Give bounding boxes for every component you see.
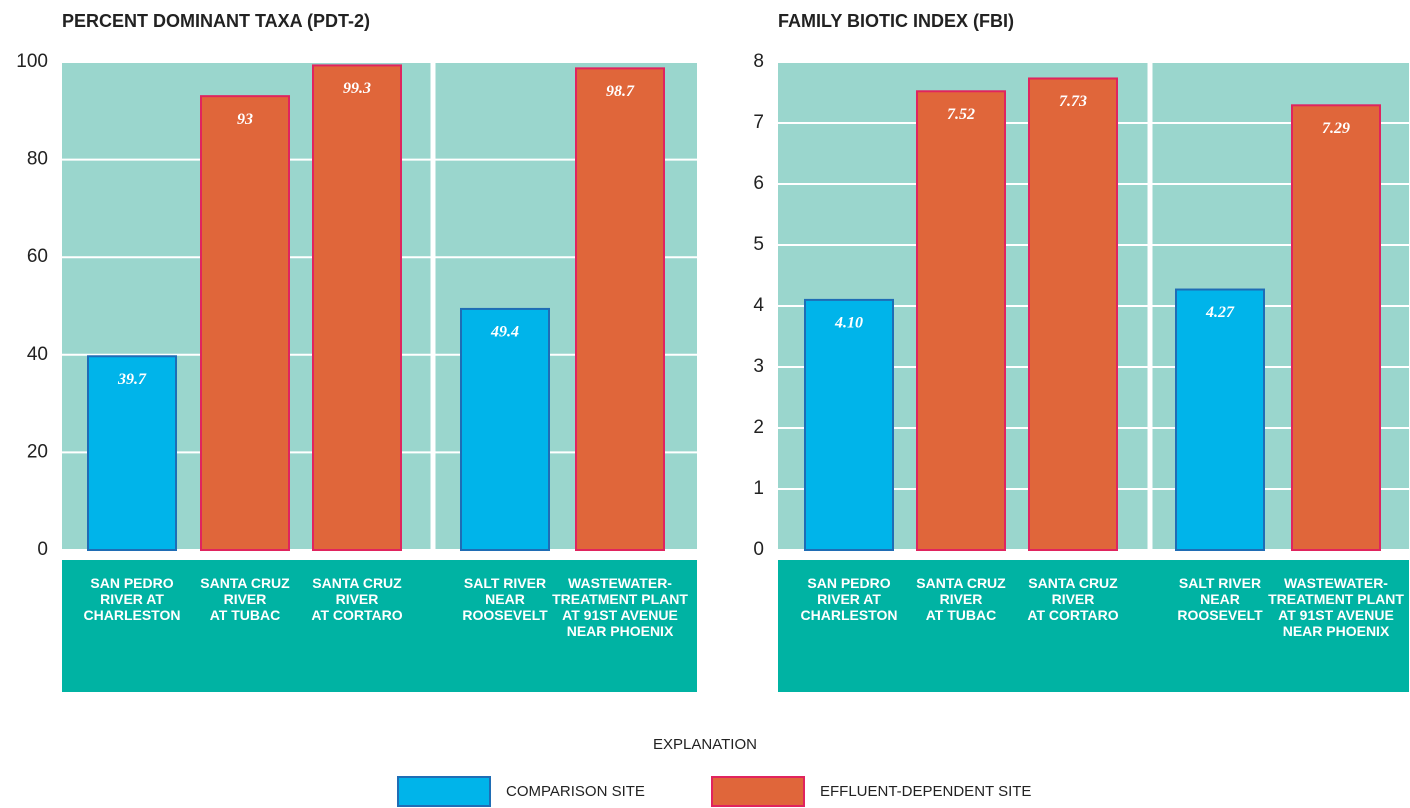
bar (1291, 104, 1381, 551)
bar (460, 307, 550, 552)
x-tick-label-line: RIVER AT (817, 591, 881, 607)
y-tick-label: 20 (27, 441, 48, 462)
legend-title: EXPLANATION (653, 736, 757, 753)
y-tick-label: 80 (27, 149, 48, 170)
legend-label: COMPARISON SITE (506, 783, 645, 800)
x-tick-label-line: SAN PEDRO (90, 575, 173, 591)
chart-title: FAMILY BIOTIC INDEX (FBI) (778, 11, 1014, 31)
x-tick-label-line: CHARLESTON (84, 607, 181, 623)
x-tick-label: SANTA CRUZ RIVER AT CORTARO (311, 575, 402, 623)
y-tick-label: 7 (753, 112, 764, 133)
x-tick-label-line: SANTA CRUZ (200, 575, 290, 591)
y-tick-label: 0 (37, 539, 48, 560)
value-label: 7.73 (1059, 93, 1087, 110)
x-tick-label-line: TREATMENT PLANT (1268, 591, 1404, 607)
x-tick-label-line: WASTEWATER- (568, 575, 672, 591)
value-label: 49.4 (490, 324, 519, 341)
x-tick-label-line: SALT RIVER (1179, 575, 1261, 591)
value-label: 4.27 (1205, 304, 1235, 321)
y-tick-label: 60 (27, 246, 48, 267)
x-tick-label-line: RIVER (940, 591, 983, 607)
x-tick-label-line: TREATMENT PLANT (552, 591, 688, 607)
x-tick-label-line: SANTA CRUZ (916, 575, 1006, 591)
x-tick-label-line: RIVER AT (100, 591, 164, 607)
y-tick-label: 100 (16, 51, 48, 72)
value-label: 4.10 (834, 315, 863, 332)
x-tick-label-line: RIVER (336, 591, 379, 607)
x-tick-label-line: SANTA CRUZ (312, 575, 402, 591)
x-tick-label: WASTEWATER-TREATMENT PLANT AT 91ST AVENUE… (1268, 575, 1404, 639)
bar (1175, 288, 1265, 551)
x-tick-label-line: NEAR PHOENIX (1283, 623, 1390, 639)
x-tick-label: SANTA CRUZ RIVER AT CORTARO (1027, 575, 1118, 623)
value-label: 98.7 (606, 83, 635, 100)
x-tick-label: SANTA CRUZ RIVER AT TUBAC (200, 575, 290, 623)
x-tick-label-line: WASTEWATER- (1284, 575, 1388, 591)
legend-swatch (397, 776, 491, 807)
x-tick-label-line: ROOSEVELT (1177, 607, 1263, 623)
bar (916, 90, 1006, 551)
y-tick-label: 5 (753, 234, 764, 255)
bar (804, 298, 894, 551)
y-tick-label: 3 (753, 356, 764, 377)
legend-swatch (711, 776, 805, 807)
x-tick-label-line: SALT RIVER (464, 575, 546, 591)
bar (312, 64, 402, 552)
value-label: 7.52 (947, 106, 975, 123)
x-tick-label-line: NEAR PHOENIX (567, 623, 674, 639)
y-tick-label: 8 (753, 51, 764, 72)
x-tick-label-line: ROOSEVELT (462, 607, 548, 623)
x-tick-label: SALT RIVER NEAR ROOSEVELT (1177, 575, 1263, 623)
x-tick-label-line: AT TUBAC (210, 607, 281, 623)
y-tick-label: 1 (753, 478, 764, 499)
bar (1028, 77, 1118, 551)
x-tick-label-line: SANTA CRUZ (1028, 575, 1118, 591)
x-tick-label: SANTA CRUZ RIVER AT TUBAC (916, 575, 1006, 623)
bar (87, 355, 177, 551)
value-label: 39.7 (117, 371, 147, 388)
x-tick-label-line: NEAR (485, 591, 525, 607)
x-tick-label-line: CHARLESTON (801, 607, 898, 623)
x-tick-label-line: SAN PEDRO (807, 575, 890, 591)
x-tick-label: SAN PEDRO RIVER AT CHARLESTON (801, 575, 898, 623)
x-tick-label-line: RIVER (1052, 591, 1095, 607)
x-tick-label-line: AT CORTARO (311, 607, 402, 623)
value-label: 7.29 (1322, 120, 1350, 137)
y-tick-label: 0 (753, 539, 764, 560)
x-tick-label-line: AT 91ST AVENUE (1278, 607, 1394, 623)
label-band (62, 560, 697, 692)
value-label: 99.3 (343, 80, 371, 97)
x-tick-label: SAN PEDRO RIVER AT CHARLESTON (84, 575, 181, 623)
value-label: 93 (237, 111, 253, 128)
x-tick-label: WASTEWATER-TREATMENT PLANT AT 91ST AVENUE… (552, 575, 688, 639)
x-tick-label: SALT RIVER NEAR ROOSEVELT (462, 575, 548, 623)
y-tick-label: 6 (753, 173, 764, 194)
label-band (778, 560, 1409, 692)
chart-title: PERCENT DOMINANT TAXA (PDT-2) (62, 11, 370, 31)
y-tick-label: 40 (27, 344, 48, 365)
x-tick-label-line: AT TUBAC (926, 607, 997, 623)
bar (575, 67, 665, 552)
bar (200, 95, 290, 551)
legend-label: EFFLUENT-DEPENDENT SITE (820, 783, 1031, 800)
x-tick-label-line: AT CORTARO (1027, 607, 1118, 623)
x-tick-label-line: NEAR (1200, 591, 1240, 607)
y-tick-label: 2 (753, 417, 764, 438)
x-tick-label-line: RIVER (224, 591, 267, 607)
y-tick-label: 4 (753, 295, 764, 316)
x-tick-label-line: AT 91ST AVENUE (562, 607, 678, 623)
